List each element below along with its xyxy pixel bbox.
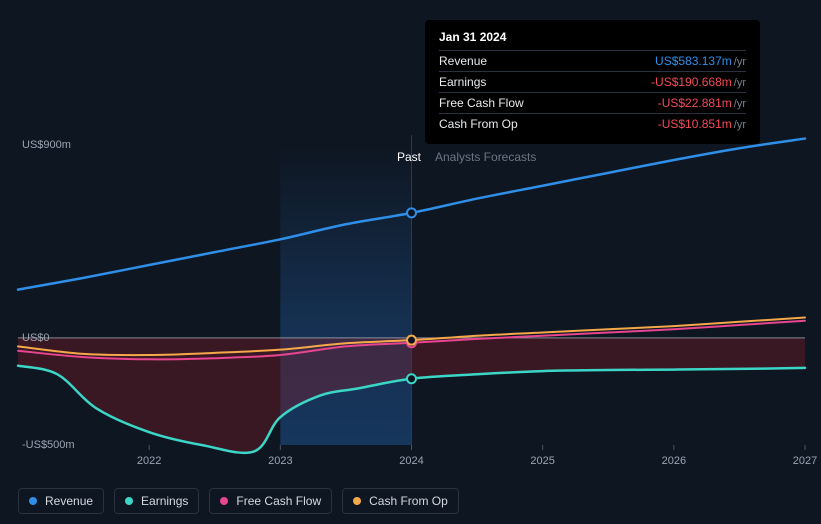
past-label: Past xyxy=(397,150,421,164)
x-axis-label: 2022 xyxy=(137,455,161,467)
legend-item-revenue[interactable]: Revenue xyxy=(18,488,104,514)
tooltip-metric-label: Cash From Op xyxy=(439,117,518,131)
tooltip-metric-label: Earnings xyxy=(439,75,486,89)
x-axis-label: 2024 xyxy=(399,455,423,467)
y-axis-label: US$0 xyxy=(22,332,50,344)
tooltip-metric-value: -US$190.668m/yr xyxy=(651,75,746,89)
chart-legend: Revenue Earnings Free Cash Flow Cash From O… xyxy=(18,488,459,514)
x-axis-label: 2026 xyxy=(662,455,686,467)
tooltip-row: Earnings -US$190.668m/yr xyxy=(439,71,746,92)
tooltip-date: Jan 31 2024 xyxy=(439,30,746,44)
legend-label: Cash From Op xyxy=(369,494,448,508)
x-axis-label: 2027 xyxy=(793,455,817,467)
y-axis-label: -US$500m xyxy=(22,439,75,451)
tooltip-metric-value: US$583.137m/yr xyxy=(655,54,746,68)
tooltip-metric-value: -US$10.851m/yr xyxy=(658,117,746,131)
tooltip-row: Revenue US$583.137m/yr xyxy=(439,50,746,71)
y-axis-label: US$900m xyxy=(22,139,71,151)
legend-dot-icon xyxy=(125,497,133,505)
earnings-marker[interactable] xyxy=(407,374,416,383)
tooltip-metric-label: Free Cash Flow xyxy=(439,96,524,110)
legend-label: Earnings xyxy=(141,494,188,508)
legend-dot-icon xyxy=(353,497,361,505)
legend-dot-icon xyxy=(220,497,228,505)
financials-chart: US$900m US$0 -US$500m 2022 2023 2024 2025 2026… xyxy=(0,0,821,524)
hover-tooltip: Jan 31 2024 Revenue US$583.137m/yr Earning… xyxy=(425,20,760,144)
tooltip-row: Cash From Op -US$10.851m/yr xyxy=(439,113,746,134)
cfo-marker[interactable] xyxy=(407,336,416,345)
legend-label: Free Cash Flow xyxy=(236,494,321,508)
legend-item-earnings[interactable]: Earnings xyxy=(114,488,199,514)
legend-dot-icon xyxy=(29,497,37,505)
legend-label: Revenue xyxy=(45,494,93,508)
tooltip-row: Free Cash Flow -US$22.881m/yr xyxy=(439,92,746,113)
x-axis-label: 2023 xyxy=(268,455,292,467)
revenue-marker[interactable] xyxy=(407,208,416,217)
x-axis-label: 2025 xyxy=(530,455,554,467)
forecast-label: Analysts Forecasts xyxy=(435,150,536,164)
legend-item-fcf[interactable]: Free Cash Flow xyxy=(209,488,332,514)
tooltip-metric-value: -US$22.881m/yr xyxy=(658,96,746,110)
legend-item-cfo[interactable]: Cash From Op xyxy=(342,488,459,514)
tooltip-metric-label: Revenue xyxy=(439,54,487,68)
